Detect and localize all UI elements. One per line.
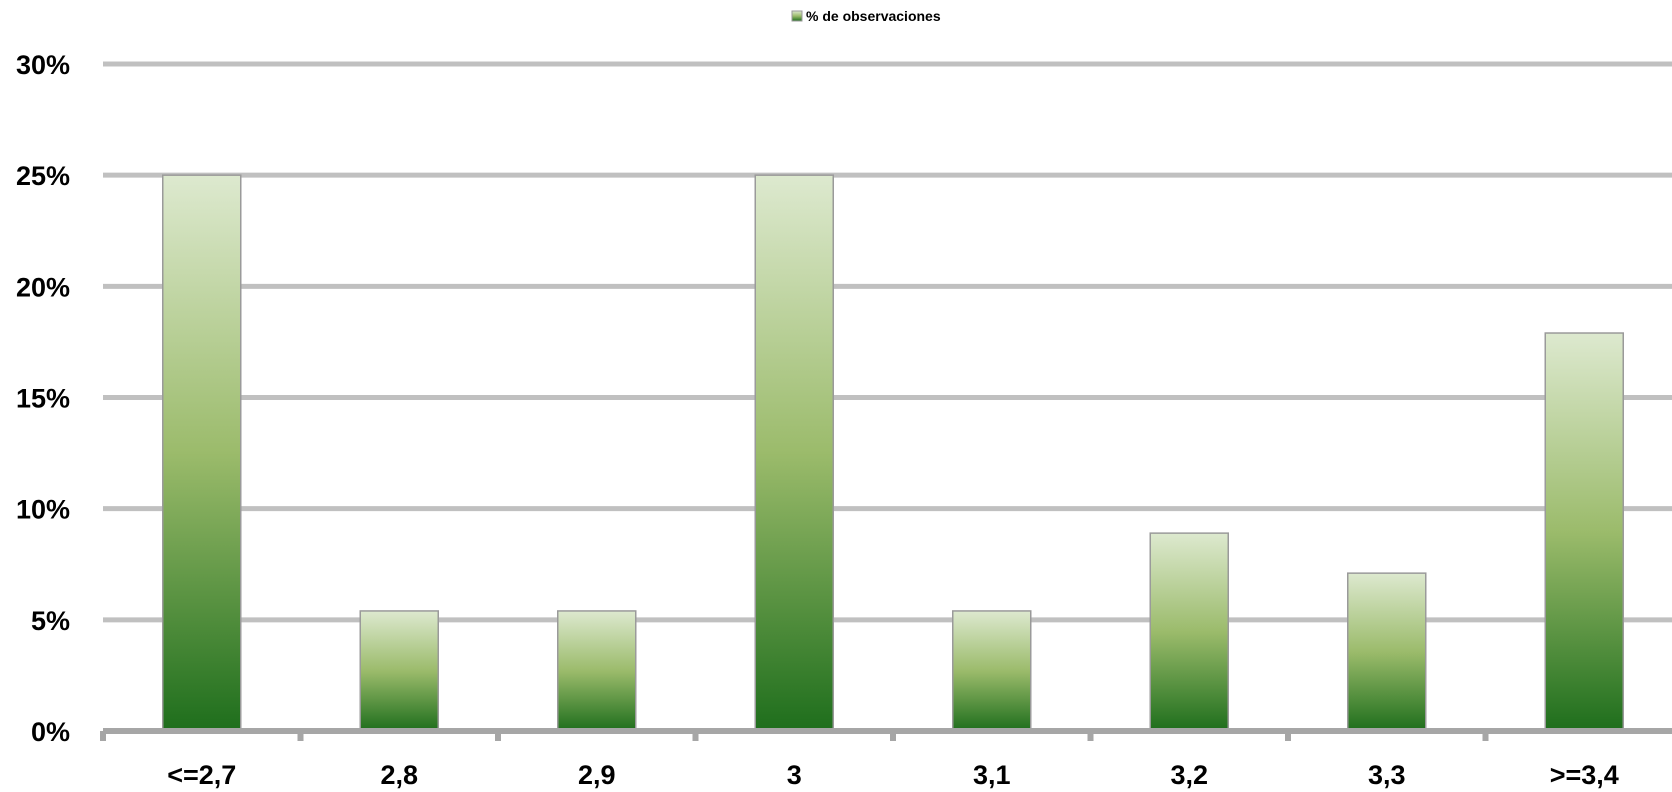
bar-3,2 <box>1149 532 1229 732</box>
x-tick-label: 3,3 <box>1368 760 1406 790</box>
x-axis-tick-labels: <=2,7 2,8 2,9 3 3,1 3,2 3,3 >=3,4 <box>167 760 1619 790</box>
bar-2,8 <box>359 610 439 732</box>
gridlines <box>103 61 1672 623</box>
legend-label: % de observaciones <box>806 8 941 24</box>
x-tick-label: 3 <box>787 760 802 790</box>
y-tick-label: 15% <box>16 384 70 414</box>
x-tick-label: 3,1 <box>973 760 1011 790</box>
y-tick-label: 0% <box>31 717 70 747</box>
y-tick-label: 30% <box>16 50 70 80</box>
x-axis <box>100 728 1672 741</box>
y-tick-label: 10% <box>16 495 70 525</box>
y-tick-label: 25% <box>16 161 70 191</box>
legend-swatch <box>791 10 803 22</box>
bar-3,1 <box>952 610 1032 732</box>
x-tick-label: 3,2 <box>1170 760 1208 790</box>
bar-3,3 <box>1347 572 1427 732</box>
y-tick-label: 20% <box>16 272 70 302</box>
x-tick-label: >=3,4 <box>1550 760 1619 790</box>
y-axis-tick-labels: 0% 5% 10% 15% 20% 25% 30% <box>16 50 70 747</box>
bar-3 <box>754 174 834 732</box>
bar-2,9 <box>557 610 637 732</box>
bar-<=2,7 <box>162 174 242 732</box>
x-tick-label: 2,9 <box>578 760 616 790</box>
legend: % de observaciones <box>791 8 941 24</box>
x-tick-label: 2,8 <box>380 760 418 790</box>
x-tick-label: <=2,7 <box>167 760 236 790</box>
bar->=3,4 <box>1544 332 1624 732</box>
y-tick-label: 5% <box>31 606 70 636</box>
bars <box>162 174 1624 732</box>
